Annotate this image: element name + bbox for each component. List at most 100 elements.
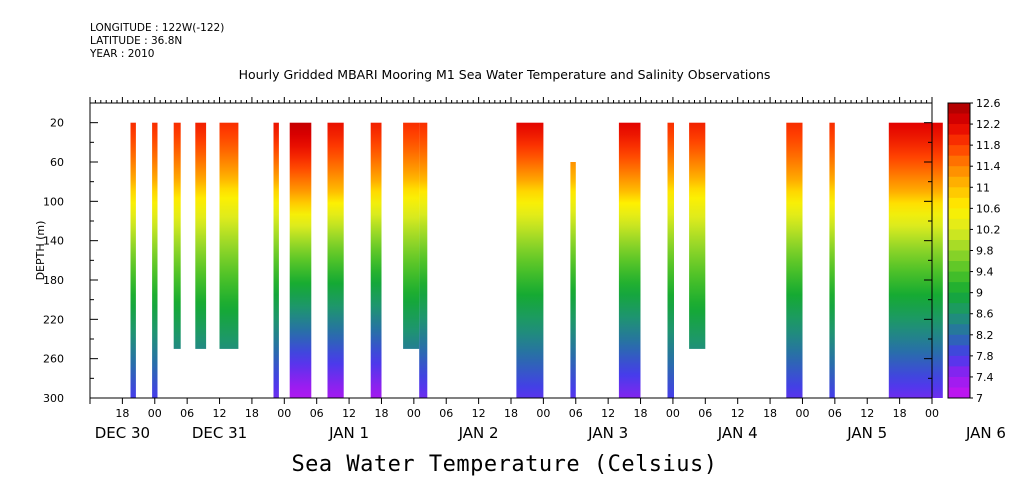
x-hour-label: 12 (472, 407, 486, 420)
latitude-label: LATITUDE : 36.8N (90, 35, 183, 47)
x-date-label: JAN 5 (846, 424, 887, 442)
colorbar-swatch (948, 218, 970, 230)
colorbar-swatch (948, 176, 970, 188)
x-hour-label: 12 (342, 407, 356, 420)
x-date-label: JAN 1 (328, 424, 369, 442)
colorbar-swatch (948, 387, 970, 399)
colorbar-swatch (948, 124, 970, 136)
temperature-depth-chart: 18 00 06 12 18 00 06 12 18 00 06 12 18 00 06 12 18 00 06 12… (34, 97, 1006, 442)
x-hour-label: 00 (536, 407, 550, 420)
colorbar-label: 8.2 (976, 329, 994, 342)
data-column (152, 122, 158, 398)
colorbar-label: 7.4 (976, 371, 994, 384)
y-tick-label: 300 (43, 392, 64, 405)
colorbar: 12.6 12.2 11.8 11.4 11 10.6 10.2 9.8 9.4 9 8.6 8.2 7… (947, 97, 1001, 405)
data-column (786, 122, 803, 398)
colorbar-swatch (948, 324, 970, 336)
colorbar-swatch (948, 366, 970, 378)
data-column (419, 122, 428, 398)
data-column (570, 162, 576, 398)
colorbar-swatch (948, 292, 970, 304)
x-date-label: JAN 2 (458, 424, 499, 442)
y-tick-label: 140 (43, 235, 64, 248)
colorbar-swatch (948, 155, 970, 167)
data-column (130, 122, 136, 398)
colorbar-label: 7.8 (976, 350, 994, 363)
x-date-label: JAN 4 (717, 424, 758, 442)
x-hour-label: 00 (666, 407, 680, 420)
colorbar-label: 11 (976, 181, 990, 194)
data-column (219, 122, 239, 349)
colorbar-swatch (948, 313, 970, 325)
data-column (829, 122, 835, 398)
x-hour-label: 06 (310, 407, 324, 420)
colorbar-label: 10.6 (976, 202, 1001, 215)
plot-frame (89, 102, 933, 399)
x-hour-label: 12 (601, 407, 615, 420)
colorbar-swatch (948, 113, 970, 125)
data-column (689, 122, 706, 349)
colorbar-label: 9.8 (976, 245, 994, 258)
colorbar-label: 8.6 (976, 308, 994, 321)
colorbar-swatch (948, 261, 970, 273)
x-date-label: JAN 6 (965, 424, 1006, 442)
x-date-label: DEC 30 (95, 424, 150, 442)
x-hour-label: 12 (731, 407, 745, 420)
y-axis-label: DEPTH (m) (34, 221, 47, 281)
colorbar-label: 9 (976, 287, 983, 300)
colorbar-swatch (948, 355, 970, 367)
y-tick-label: 100 (43, 195, 64, 208)
data-column (195, 122, 207, 349)
y-tick-label: 60 (50, 156, 64, 169)
colorbar-swatch (948, 345, 970, 357)
x-hour-label: 00 (277, 407, 291, 420)
colorbar-swatch (948, 303, 970, 315)
x-hour-label: 18 (245, 407, 259, 420)
y-tick-label: 180 (43, 274, 64, 287)
x-hour-label: 00 (148, 407, 162, 420)
x-hour-label: 00 (795, 407, 809, 420)
x-hour-label: 06 (180, 407, 194, 420)
x-hour-label: 06 (698, 407, 712, 420)
colorbar-label: 9.4 (976, 266, 994, 279)
x-hour-label: 12 (860, 407, 874, 420)
colorbar-label: 12.2 (976, 118, 1001, 131)
data-column (618, 122, 641, 398)
colorbar-label: 12.6 (976, 97, 1001, 110)
colorbar-swatch (948, 208, 970, 220)
data-column (173, 122, 181, 349)
colorbar-swatch (948, 229, 970, 241)
data-column (888, 122, 943, 398)
colorbar-swatch (948, 250, 970, 262)
x-hour-label: 06 (828, 407, 842, 420)
colorbar-label: 7 (976, 392, 983, 405)
data-columns (130, 122, 965, 398)
x-hour-label: 18 (504, 407, 518, 420)
colorbar-label: 11.4 (976, 160, 1001, 173)
data-column (403, 122, 420, 349)
chart-title: Hourly Gridded MBARI Mooring M1 Sea Wate… (238, 67, 771, 82)
colorbar-swatch (948, 166, 970, 178)
data-column (289, 122, 312, 398)
y-tick-label: 220 (43, 313, 64, 326)
data-column (516, 122, 544, 398)
location-info: LONGITUDE : 122W(-122) LATITUDE : 36.8N … (90, 22, 224, 61)
colorbar-swatch (948, 271, 970, 283)
data-column (327, 122, 344, 398)
colorbar-swatch (948, 103, 970, 115)
colorbar-swatch (948, 282, 970, 294)
x-hour-label: 18 (115, 407, 129, 420)
longitude-label: LONGITUDE : 122W(-122) (90, 22, 225, 34)
x-hour-label: 06 (439, 407, 453, 420)
y-tick-label: 20 (50, 117, 64, 130)
x-hour-label: 12 (213, 407, 227, 420)
data-column (273, 122, 279, 398)
colorbar-swatch (948, 197, 970, 209)
x-hour-label: 00 (925, 407, 939, 420)
x-hour-label: 18 (634, 407, 648, 420)
data-column (370, 122, 382, 398)
plot-axes: 18 00 06 12 18 00 06 12 18 00 06 12 18 00 06 12 18 00 06 12… (34, 97, 1006, 442)
colorbar-label: 11.8 (976, 139, 1001, 152)
x-hour-label: 18 (374, 407, 388, 420)
colorbar-label: 10.2 (976, 223, 1001, 236)
